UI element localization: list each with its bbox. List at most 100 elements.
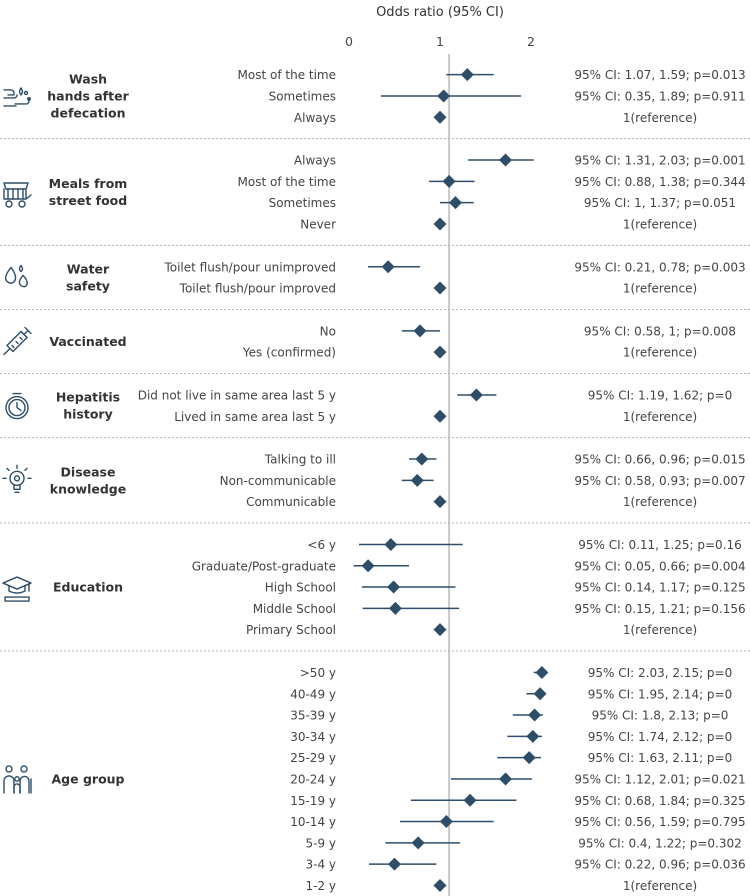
icon-stroke: [3, 775, 15, 794]
ci-text: 95% CI: 0.68, 1.84; p=0.325: [574, 794, 745, 808]
row-label: Most of the time: [238, 68, 336, 82]
group-label: Vaccinated: [49, 334, 126, 349]
row-label: Graduate/Post-graduate: [192, 559, 336, 573]
icon-stroke: [5, 200, 13, 208]
row-label: Lived in same area last 5 y: [174, 410, 336, 424]
syringe-icon: [3, 326, 32, 356]
icon-stroke: [20, 326, 32, 339]
odds-ratio-marker: [433, 217, 447, 231]
ci-text: 95% CI: 0.11, 1.25; p=0.16: [578, 538, 742, 552]
odds-ratio-marker: [499, 153, 513, 167]
group-label: Water: [67, 261, 110, 276]
row-label: 5-9 y: [305, 836, 336, 850]
odds-ratio-marker: [460, 68, 474, 82]
icon-stroke: [2, 464, 32, 480]
row-label: 15-19 y: [290, 794, 336, 808]
odds-ratio-marker: [433, 878, 447, 892]
odds-ratio-marker: [433, 345, 447, 359]
icon-stroke: [7, 188, 24, 200]
ci-text: 95% CI: 0.14, 1.17; p=0.125: [574, 581, 745, 595]
x-axis-ticks: 0 1 2: [345, 34, 535, 49]
row-label: Never: [300, 217, 336, 231]
row-label: >50 y: [300, 666, 336, 680]
ci-text: 95% CI: 1.74, 2.12; p=0: [588, 730, 733, 744]
icon-stroke: [4, 266, 17, 284]
odds-ratio-marker: [463, 793, 477, 807]
odds-ratio-marker: [469, 388, 483, 402]
ci-text: 95% CI: 0.35, 1.89; p=0.911: [574, 89, 745, 103]
x-tick-label: 0: [345, 34, 353, 49]
odds-ratio-marker: [388, 601, 402, 615]
ci-text: 95% CI: 1.95, 2.14; p=0: [588, 687, 733, 701]
icon-stroke: [27, 97, 31, 101]
icon-stroke: [9, 470, 25, 487]
ci-texts: 95% CI: 1.07, 1.59; p=0.013 95% CI: 0.35,…: [574, 68, 745, 893]
icon-stroke: [13, 783, 21, 794]
plot-marks: [353, 68, 549, 892]
group-label: safety: [66, 278, 110, 293]
odds-ratio-marker: [535, 665, 549, 679]
odds-ratio-marker: [522, 751, 536, 765]
odds-ratio-marker: [433, 409, 447, 423]
icon-stroke: [13, 475, 21, 482]
graduation-icon: [2, 576, 32, 602]
ci-text: 95% CI: 0.15, 1.21; p=0.156: [574, 602, 745, 616]
ci-text: 95% CI: 0.66, 0.96; p=0.015: [574, 453, 745, 467]
x-axis-title: Odds ratio (95% CI): [376, 5, 504, 20]
icon-stroke: [14, 776, 20, 782]
icon-stroke: [8, 585, 26, 594]
lightbulb-icon: [2, 464, 32, 494]
odds-ratio-marker: [433, 110, 447, 124]
ci-text: 1(reference): [623, 346, 697, 360]
ci-text: 95% CI: 1.8, 2.13; p=0: [592, 709, 729, 723]
odds-ratio-marker: [413, 324, 427, 338]
icon-stroke: [18, 200, 26, 208]
row-label: Always: [294, 154, 336, 168]
odds-ratio-marker: [533, 687, 547, 701]
odds-ratio-marker: [433, 281, 447, 295]
odds-ratio-marker: [384, 537, 398, 551]
icon-stroke: [2, 576, 32, 590]
ci-text: 95% CI: 0.05, 0.66; p=0.004: [574, 559, 745, 573]
row-label: 10-14 y: [290, 815, 336, 829]
ci-text: 95% CI: 1.31, 2.03; p=0.001: [574, 154, 745, 168]
row-label: Middle School: [253, 602, 336, 616]
ci-text: 95% CI: 1.07, 1.59; p=0.013: [574, 68, 745, 82]
ci-text: 1(reference): [623, 495, 697, 509]
icon-stroke: [3, 89, 15, 96]
group-label: knowledge: [50, 481, 126, 496]
odds-ratio-marker: [410, 473, 424, 487]
row-label: 30-34 y: [290, 730, 336, 744]
row-label: High School: [265, 581, 336, 595]
group-separators: [0, 138, 750, 652]
row-label: Sometimes: [269, 196, 336, 210]
group-label: Disease: [61, 464, 116, 479]
ci-text: 95% CI: 0.56, 1.59; p=0.795: [574, 815, 745, 829]
row-label: Always: [294, 111, 336, 125]
ci-text: 95% CI: 0.88, 1.38; p=0.344: [574, 175, 745, 189]
row-label: 3-4 y: [305, 858, 336, 872]
row-labels: Most of the time Sometimes Always Always Mos…: [138, 68, 336, 893]
icon-stroke: [23, 90, 29, 96]
odds-ratio-marker: [387, 580, 401, 594]
icon-stroke: [8, 398, 26, 417]
clock-history-icon: [5, 392, 29, 420]
icon-stroke: [11, 336, 23, 349]
icon-stroke: [3, 347, 11, 356]
row-label: Did not live in same area last 5 y: [138, 388, 336, 402]
ci-text: 95% CI: 2.03, 2.15; p=0: [588, 666, 733, 680]
ci-text: 95% CI: 0.21, 0.78; p=0.003: [574, 260, 745, 274]
row-label: Communicable: [246, 495, 336, 509]
group-label: Age group: [52, 771, 125, 786]
group-label: Hepatitis: [56, 390, 120, 405]
row-label: 25-29 y: [290, 751, 336, 765]
odds-ratio-marker: [388, 857, 401, 871]
odds-ratio-marker: [439, 815, 453, 829]
odds-ratio-marker: [433, 495, 447, 509]
ci-text: 95% CI: 0.22, 0.96; p=0.036: [574, 858, 745, 872]
row-label: 35-39 y: [290, 709, 336, 723]
ci-text: 95% CI: 1.63, 2.11; p=0: [588, 751, 733, 765]
ci-text: 1(reference): [623, 410, 697, 424]
hand-washing-icon: [3, 87, 31, 107]
odds-ratio-marker: [381, 260, 395, 274]
